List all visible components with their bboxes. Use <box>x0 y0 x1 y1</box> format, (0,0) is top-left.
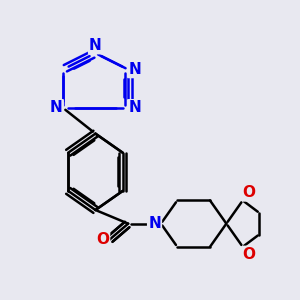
Text: N: N <box>89 38 102 53</box>
Text: O: O <box>96 232 109 247</box>
Text: N: N <box>50 100 63 115</box>
Text: N: N <box>148 216 161 231</box>
Text: O: O <box>243 247 256 262</box>
Text: N: N <box>128 100 141 115</box>
Text: N: N <box>128 62 141 77</box>
Text: O: O <box>243 185 256 200</box>
